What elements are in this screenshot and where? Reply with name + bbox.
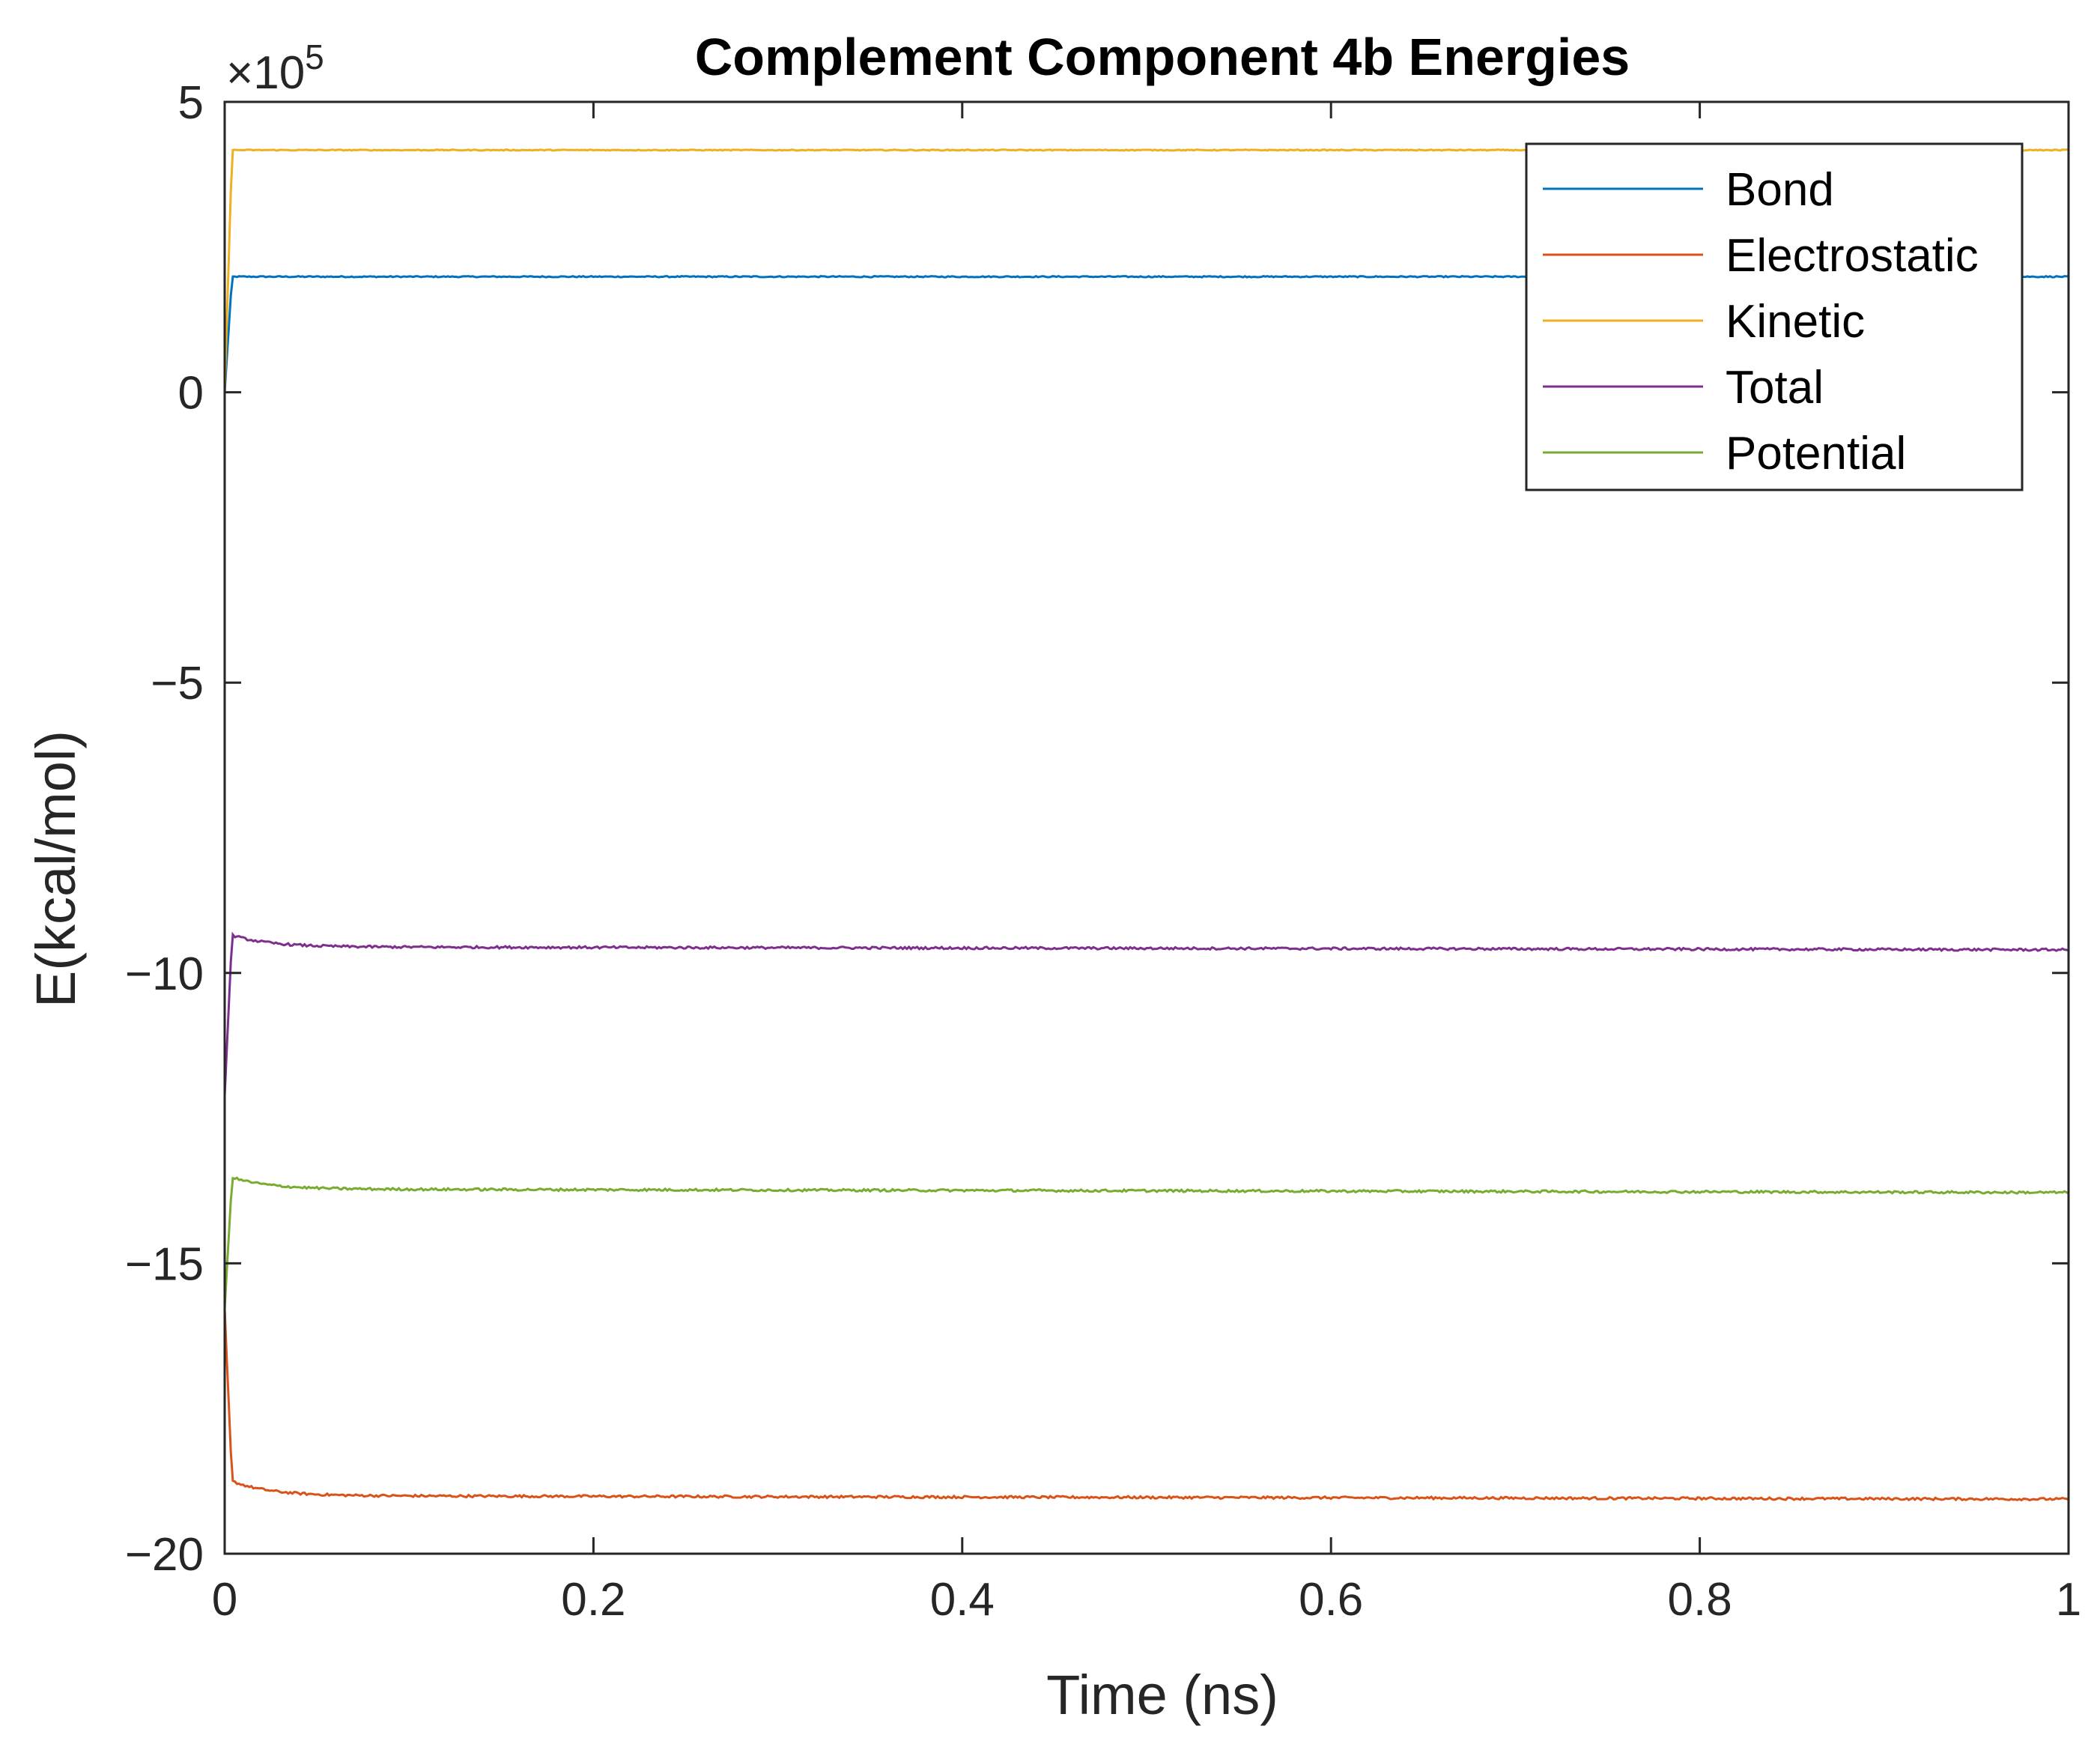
plot-area bbox=[223, 100, 2070, 1555]
y-tick-label: −10 bbox=[125, 948, 204, 1000]
legend: Bond Electrostatic Kinetic Total Potential bbox=[1525, 142, 2024, 491]
y-axis-label: E(kcal/mol) bbox=[25, 730, 87, 1008]
x-tick-label: 0.6 bbox=[1299, 1574, 1363, 1626]
series-line-electrostatic bbox=[223, 1308, 2069, 1502]
legend-label-bond: Bond bbox=[1726, 164, 1834, 216]
y-tick-label: −15 bbox=[125, 1238, 204, 1290]
legend-label-potential: Potential bbox=[1726, 428, 1906, 479]
y-tick-label: 0 bbox=[178, 368, 204, 420]
y-tick-label: −20 bbox=[125, 1529, 204, 1581]
y-exponent-power: 5 bbox=[305, 37, 324, 76]
x-tick-label: 0 bbox=[212, 1574, 237, 1626]
x-tick-label: 0.4 bbox=[930, 1574, 995, 1626]
legend-label-electrostatic: Electrostatic bbox=[1726, 230, 1979, 282]
x-axis: 0 0.2 0.4 0.6 0.8 1 bbox=[212, 102, 2081, 1626]
x-tick-label: 0.8 bbox=[1667, 1574, 1732, 1626]
y-axis-exponent: ×105 bbox=[226, 37, 324, 99]
series-line-potential bbox=[223, 1176, 2069, 1309]
legend-box bbox=[1525, 142, 2024, 491]
x-axis-label: Time (ns) bbox=[1046, 1664, 1278, 1726]
y-axis: 5 0 −5 −10 −15 −20 bbox=[125, 77, 2069, 1581]
series-line-total bbox=[223, 931, 2069, 1097]
legend-label-kinetic: Kinetic bbox=[1726, 296, 1865, 348]
chart-title: Complement Component 4b Energies bbox=[695, 28, 1630, 86]
legend-label-total: Total bbox=[1726, 362, 1824, 414]
y-exponent-multiplier: ×10 bbox=[226, 47, 305, 99]
y-tick-label: −5 bbox=[151, 658, 204, 709]
plot-frame bbox=[223, 100, 2070, 1555]
x-tick-label: 1 bbox=[2056, 1574, 2081, 1626]
x-tick-label: 0.2 bbox=[561, 1574, 625, 1626]
y-tick-label: 5 bbox=[178, 77, 204, 129]
